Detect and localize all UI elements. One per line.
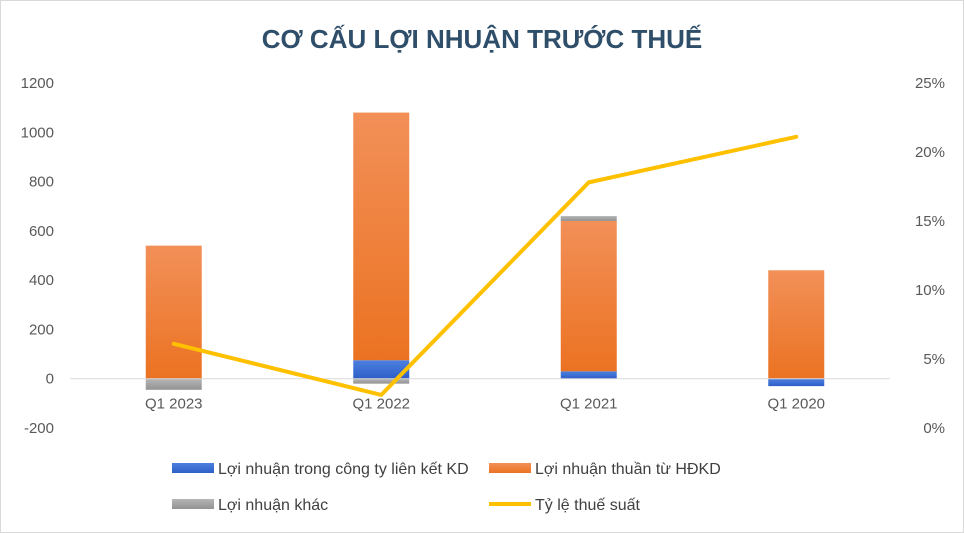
bars bbox=[145, 112, 825, 390]
right-tick-label: 20% bbox=[915, 144, 945, 161]
legend-label-other-profit: Lợi nhuận khác bbox=[218, 497, 328, 514]
legend-swatch-associates bbox=[172, 463, 214, 473]
legend-label-operating-profit: Lợi nhuận thuần từ HĐKD bbox=[535, 461, 721, 478]
bar-associates bbox=[768, 378, 825, 387]
right-tick-label: 5% bbox=[923, 351, 945, 368]
bar-operating-profit bbox=[560, 221, 617, 372]
bar-associates bbox=[353, 360, 410, 379]
legend-label-tax-rate: Tỷ lệ thuế suất bbox=[535, 497, 641, 514]
left-tick-label: 800 bbox=[29, 174, 54, 191]
left-tick-label: 600 bbox=[29, 223, 54, 240]
category-label: Q1 2021 bbox=[560, 396, 618, 413]
right-axis: 0% 5% 10% 15% 20% 25% bbox=[915, 75, 945, 437]
left-tick-label: 1200 bbox=[21, 75, 54, 92]
right-tick-label: 10% bbox=[915, 282, 945, 299]
left-axis: -200 0 200 400 600 800 1000 1200 bbox=[21, 75, 54, 437]
bar-other-profit bbox=[560, 216, 617, 221]
right-tick-label: 15% bbox=[915, 213, 945, 230]
line-series bbox=[171, 134, 799, 397]
chart-title: CƠ CẤU LỢI NHUẬN TRƯỚC THUẾ bbox=[262, 24, 703, 54]
left-tick-label: 1000 bbox=[21, 124, 54, 141]
left-tick-label: 400 bbox=[29, 272, 54, 289]
legend-swatch-operating-profit bbox=[489, 463, 531, 473]
bar-operating-profit bbox=[353, 112, 410, 361]
bar-operating-profit bbox=[145, 245, 202, 379]
category-label: Q1 2020 bbox=[767, 396, 825, 413]
bar-operating-profit bbox=[768, 270, 825, 379]
category-label: Q1 2023 bbox=[145, 396, 203, 413]
category-labels: Q1 2023 Q1 2022 Q1 2021 Q1 2020 bbox=[145, 396, 825, 413]
legend-label-associates: Lợi nhuận trong công ty liên kết KD bbox=[218, 461, 469, 478]
right-tick-label: 0% bbox=[923, 420, 945, 437]
tax-rate-line bbox=[171, 134, 799, 397]
bar-other-profit bbox=[145, 378, 202, 390]
category-label: Q1 2022 bbox=[352, 396, 410, 413]
legend: Lợi nhuận trong công ty liên kết KD Lợi … bbox=[172, 461, 721, 514]
left-tick-label: -200 bbox=[24, 420, 54, 437]
right-tick-label: 25% bbox=[915, 75, 945, 92]
bar-other-profit bbox=[353, 378, 410, 384]
bar-associates bbox=[560, 371, 617, 379]
left-tick-label: 0 bbox=[46, 371, 54, 388]
legend-swatch-other-profit bbox=[172, 499, 214, 509]
left-tick-label: 200 bbox=[29, 321, 54, 338]
